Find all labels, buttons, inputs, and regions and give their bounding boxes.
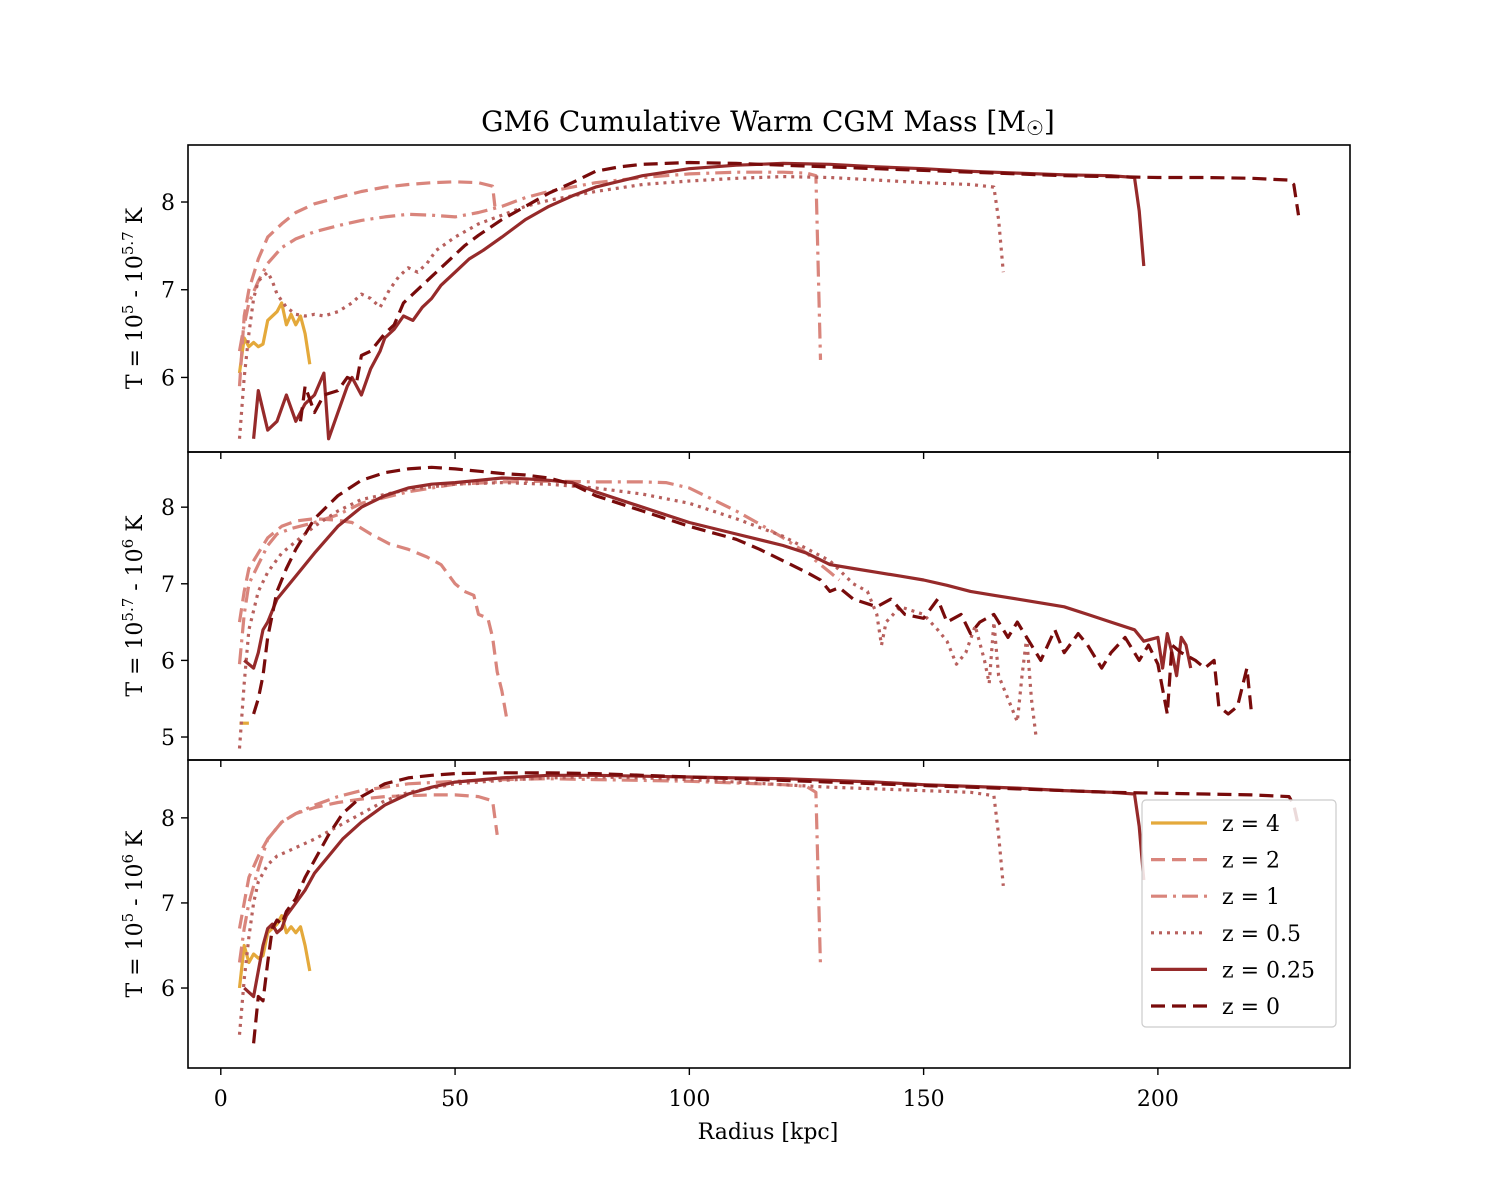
y-tick-label: 5 xyxy=(161,726,175,751)
panel-1-series xyxy=(237,160,1301,441)
legend-label: z = 0.5 xyxy=(1222,922,1301,947)
y-tick-label: 7 xyxy=(161,892,175,917)
series-line-z2 xyxy=(237,180,497,387)
y-tick-label: 8 xyxy=(161,191,175,216)
series-line-z0 xyxy=(298,160,1301,422)
y-tick-label: 8 xyxy=(161,807,175,832)
series-line-z0-5 xyxy=(237,175,1005,439)
legend-label: z = 0.25 xyxy=(1222,958,1315,983)
y-tick-label: 6 xyxy=(161,977,175,1002)
panel-2-series xyxy=(237,465,1254,749)
legend-label: z = 4 xyxy=(1222,812,1280,837)
series-line-z0-25 xyxy=(243,476,1193,678)
series-line-z0-5 xyxy=(237,775,1005,1035)
x-tick-label: 50 xyxy=(441,1087,469,1112)
legend: z = 4 z = 2 z = 1 z = 0.5 z = 0.25 z = 0 xyxy=(1141,799,1337,1028)
legend-label: z = 0 xyxy=(1222,995,1280,1020)
y-axis-title: T = 105 - 106 K xyxy=(119,830,148,998)
y-axis-title: T = 105.7 - 106 K xyxy=(119,515,148,697)
series-line-z0-5 xyxy=(237,481,1038,749)
x-tick-label: 100 xyxy=(668,1087,710,1112)
x-tick-label: 0 xyxy=(214,1087,228,1112)
x-tick-label: 200 xyxy=(1137,1087,1179,1112)
legend-label: z = 1 xyxy=(1222,885,1280,910)
series-line-z4 xyxy=(237,914,312,989)
series-line-z1 xyxy=(237,479,841,665)
panel-3: 6 7 8 0 50 100 150 200 T = 105 - 106 K xyxy=(119,759,1351,1112)
legend-label: z = 2 xyxy=(1222,849,1280,874)
panel-2: 5 6 7 8 T = 105.7 - 106 K xyxy=(119,451,1351,767)
x-axis-title: Radius [kpc] xyxy=(698,1120,839,1145)
series-line-z0 xyxy=(252,771,1301,1044)
panel-1: 6 7 8 T = 105 - 105.7 K xyxy=(119,144,1351,459)
series-line-z0-25 xyxy=(252,161,1146,441)
y-tick-label: 6 xyxy=(161,366,175,391)
series-line-z2 xyxy=(237,517,509,719)
panel-frame xyxy=(187,451,1351,761)
series-line-z4 xyxy=(237,301,312,374)
x-tick-label: 150 xyxy=(903,1087,945,1112)
y-axis-title: T = 105 - 105.7 K xyxy=(119,207,148,389)
panel-frame xyxy=(187,759,1351,1069)
y-tick-label: 8 xyxy=(161,496,175,521)
y-tick-label: 7 xyxy=(161,573,175,598)
panel-3-series xyxy=(237,771,1301,1044)
series-line-z1 xyxy=(237,777,823,967)
series-line-z0 xyxy=(252,465,1254,716)
chart-title: GM6 Cumulative Warm CGM Mass [M☉] xyxy=(481,105,1055,140)
series-line-z2 xyxy=(237,793,499,929)
series-line-z0-25 xyxy=(243,773,1146,999)
series-line-z1 xyxy=(237,170,823,360)
y-tick-label: 7 xyxy=(161,279,175,304)
y-tick-label: 6 xyxy=(161,649,175,674)
